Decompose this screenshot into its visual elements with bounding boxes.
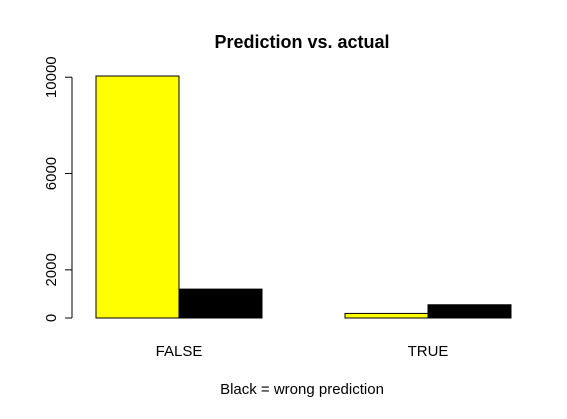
y-tick-label: 6000 (43, 157, 60, 190)
category-label: FALSE (156, 343, 203, 360)
bar-false-black (178, 288, 263, 319)
chart-title: Prediction vs. actual (214, 32, 389, 52)
y-tick-label: 10000 (43, 56, 60, 98)
category-label: TRUE (408, 343, 449, 360)
y-axis: 0 2000 6000 10000 (43, 56, 73, 322)
y-tick-label: 0 (43, 314, 60, 322)
bars (95, 75, 512, 319)
x-axis-label: Black = wrong prediction (220, 381, 384, 398)
y-tick-label: 2000 (43, 253, 60, 286)
bar-true-yellow (344, 312, 429, 319)
category-labels: FALSE TRUE (156, 343, 449, 360)
bar-true-black (427, 304, 512, 319)
bar-false-yellow (95, 75, 180, 319)
